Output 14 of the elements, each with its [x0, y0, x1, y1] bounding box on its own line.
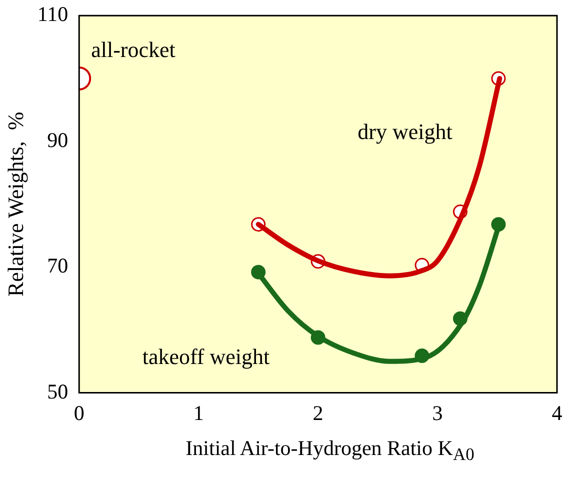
- x-tick-label: 0: [74, 400, 84, 425]
- series-label: takeoff weight: [142, 344, 270, 370]
- series-label: dry weight: [358, 119, 452, 144]
- y-tick-label: 90: [47, 128, 68, 152]
- x-tick-label: 4: [552, 400, 563, 425]
- y-tick-label: 50: [47, 379, 68, 404]
- y-axis-title: Relative Weights, %: [2, 112, 28, 297]
- y-tick-label: 70: [47, 254, 68, 278]
- x-tick-label: 3: [432, 400, 443, 425]
- x-axis-title: Initial Air-to-Hydrogen Ratio K$_{A0}$: [184, 436, 476, 466]
- y-tick-label: 110: [37, 2, 68, 26]
- series-label: all-rocket: [91, 37, 176, 62]
- x-tick-label: 1: [193, 400, 204, 425]
- x-tick-label: 2: [312, 400, 324, 425]
